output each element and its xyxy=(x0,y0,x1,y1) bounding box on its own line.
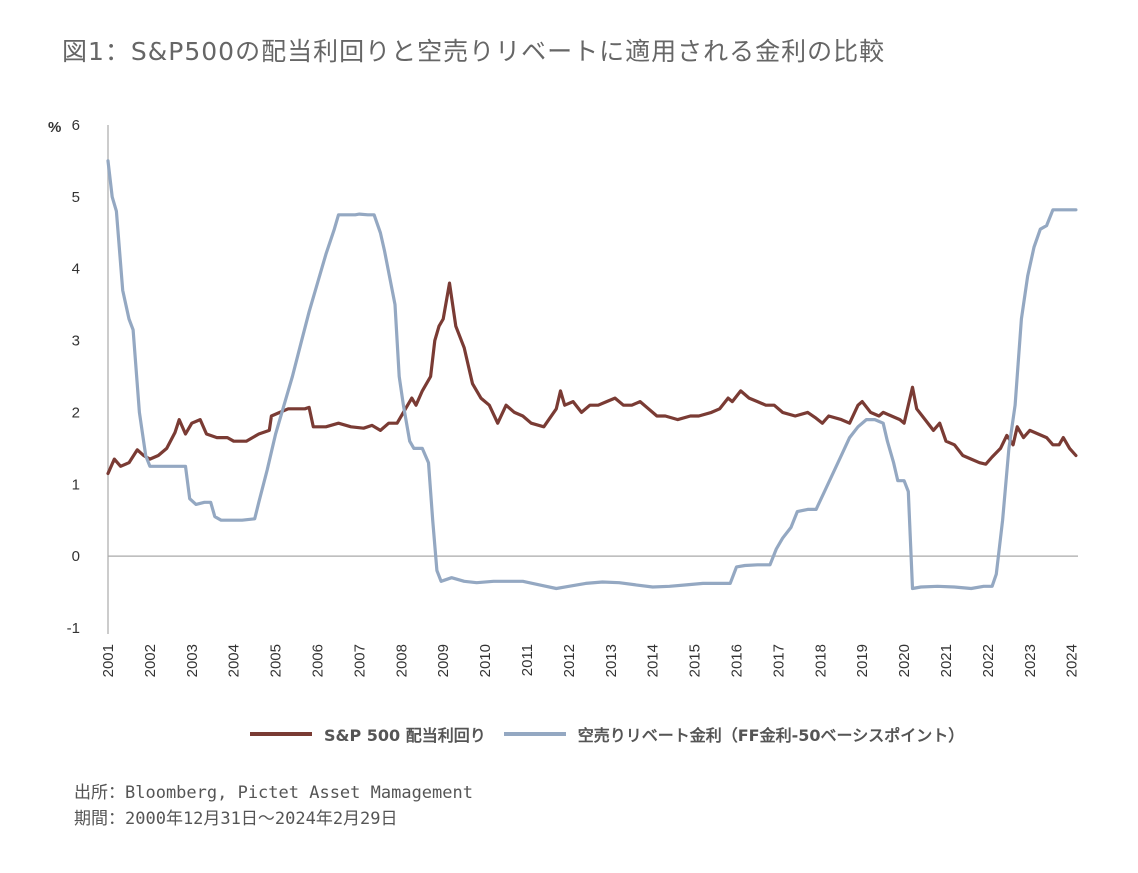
x-tick-label: 2004 xyxy=(226,644,243,677)
y-axis: -1 0 1 2 3 4 5 6% xyxy=(48,117,109,637)
y-tick-label: 4 xyxy=(72,261,80,278)
x-axis: 2001 2002 2003 2004 2005 2006 2007 2008 2009 2010… xyxy=(100,555,1081,677)
chart-title: 図1：S&P500の配当利回りと空売りリベートに適用される金利の比較 xyxy=(62,37,886,66)
x-tick-label: 2003 xyxy=(184,644,201,677)
x-tick-label: 2019 xyxy=(854,644,871,677)
x-tick-label: 2009 xyxy=(435,644,452,677)
y-tick-label: 2 xyxy=(72,404,80,421)
legend-item-short-rebate: 空売りリベート金利（FF金利-50ベーシスポイント） xyxy=(503,722,965,746)
x-tick-label: 2010 xyxy=(477,644,494,677)
y-tick-label: 0 xyxy=(72,548,80,565)
x-tick-label: 2018 xyxy=(812,644,829,677)
x-tick-label: 2006 xyxy=(310,644,327,677)
legend: S&P 500 配当利回り 空売りリベート金利（FF金利-50ベーシスポイント） xyxy=(250,722,982,746)
x-tick-label: 2001 xyxy=(100,644,117,677)
legend-swatch-short-rebate xyxy=(503,732,566,736)
x-tick-label: 2017 xyxy=(770,644,787,677)
plot-area xyxy=(106,159,1078,591)
legend-swatch-dividend-yield xyxy=(250,732,312,736)
legend-label-dividend-yield: S&P 500 配当利回り xyxy=(324,726,486,745)
x-tick-label: 2015 xyxy=(687,644,704,677)
x-tick-label: 2021 xyxy=(938,644,955,677)
x-tick-label: 2014 xyxy=(645,644,662,677)
x-tick-label: 2005 xyxy=(268,644,285,677)
legend-item-dividend-yield: S&P 500 配当利回り xyxy=(250,722,486,746)
x-tick-label: 2024 xyxy=(1064,644,1081,677)
x-tick-label: 2007 xyxy=(351,644,368,677)
y-tick-label: 1 xyxy=(72,476,80,493)
period-line: 期間：2000年12月31日～2024年2月29日 xyxy=(74,809,398,829)
x-tick-label: 2022 xyxy=(980,644,997,677)
x-tick-label: 2023 xyxy=(1022,644,1039,677)
y-tick-label: 3 xyxy=(72,333,80,350)
source-line: 出所：Bloomberg, Pictet Asset Mamagement xyxy=(74,783,473,803)
x-tick-label: 2011 xyxy=(519,644,536,676)
series-line-short-rebate xyxy=(106,159,1078,591)
x-tick-label: 2013 xyxy=(603,644,620,677)
x-tick-label: 2002 xyxy=(142,644,159,677)
x-tick-label: 2020 xyxy=(896,644,913,677)
x-tick-label: 2012 xyxy=(561,644,578,677)
y-tick-label: -1 xyxy=(67,620,80,637)
legend-label-short-rebate: 空売りリベート金利（FF金利-50ベーシスポイント） xyxy=(577,726,965,745)
series-line-dividend-yield xyxy=(106,281,1078,476)
x-tick-label: 2016 xyxy=(729,644,746,677)
source-note: 出所：Bloomberg, Pictet Asset Mamagement 期間… xyxy=(74,780,473,832)
y-tick-label: 5 xyxy=(72,189,80,206)
x-tick-label: 2008 xyxy=(393,644,410,677)
y-tick-label: 6 xyxy=(72,117,80,134)
y-axis-unit: % xyxy=(48,119,61,136)
